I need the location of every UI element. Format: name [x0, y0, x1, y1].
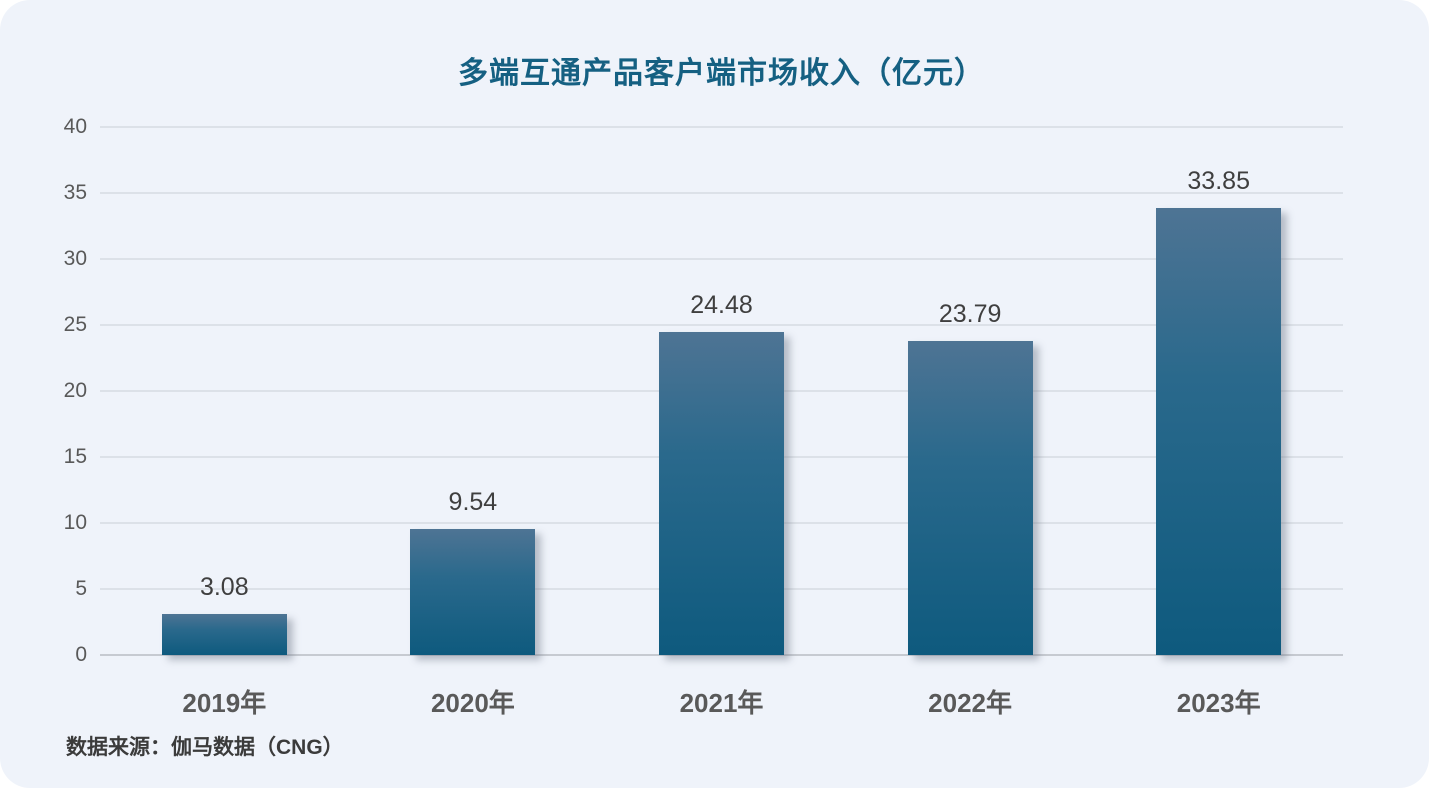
bar-2022年 [907, 340, 1033, 655]
y-axis-tick-label: 10 [63, 511, 87, 534]
chart-title: 多端互通产品客户端市场收入（亿元） [458, 57, 985, 90]
gridline [100, 192, 1343, 194]
x-axis-category-label: 2022年 [928, 688, 1013, 718]
x-axis-category-label: 2023年 [1176, 688, 1261, 718]
x-axis-line [100, 654, 1343, 656]
y-axis-tick-label: 40 [63, 115, 87, 138]
y-axis-tick-label: 15 [63, 445, 87, 468]
source-note: 数据来源：伽马数据（CNG） [66, 736, 344, 759]
y-axis-tick-label: 30 [63, 247, 87, 270]
bar-value-label: 24.48 [690, 290, 753, 319]
gridline [100, 258, 1343, 260]
y-axis-tick-label: 25 [63, 313, 87, 336]
gridline [100, 324, 1343, 326]
y-axis-tick-label: 35 [63, 181, 87, 204]
bar-2023年 [1156, 208, 1282, 655]
bar-value-label: 23.79 [938, 299, 1002, 328]
y-axis-tick-label: 5 [75, 577, 87, 600]
x-axis-category-label: 2020年 [430, 688, 515, 718]
bar-value-label: 3.08 [199, 573, 249, 602]
y-axis-tick-label: 20 [63, 379, 87, 402]
bar-value-label: 9.54 [448, 488, 498, 517]
bar-2019年 [161, 614, 287, 655]
plot-area: 0 5 10 15 20 25 30 35 40 3.08 2019年 9.54 2020年 24.48 2… [64, 115, 1343, 718]
x-axis-category-label: 2021年 [679, 688, 764, 718]
bar-2021年 [659, 331, 784, 655]
gridline [100, 126, 1343, 128]
y-axis-tick-label: 0 [75, 643, 87, 666]
bar-value-label: 33.85 [1187, 167, 1250, 196]
bar-2020年 [410, 529, 536, 655]
x-axis-category-label: 2019年 [182, 688, 267, 718]
